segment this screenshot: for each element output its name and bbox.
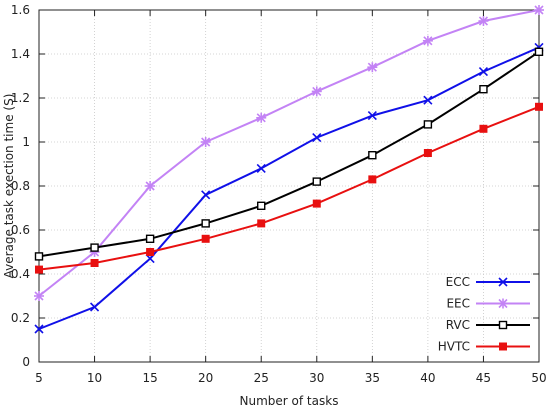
data-point-hvtc xyxy=(423,149,432,157)
y-tick-label: 0 xyxy=(22,355,30,369)
y-tick-label: 1.2 xyxy=(11,91,30,105)
series-line-hvtc xyxy=(38,105,540,271)
data-point-ecc xyxy=(201,190,211,200)
data-point-ecc xyxy=(312,133,322,143)
legend-marker xyxy=(498,277,508,287)
data-point-hvtc xyxy=(479,124,488,133)
data-point-hvtc xyxy=(535,102,543,111)
data-point-eec xyxy=(145,181,156,191)
x-tick-label: 35 xyxy=(365,371,380,385)
series-eec xyxy=(34,5,544,301)
legend-marker xyxy=(498,298,508,309)
data-point-rvc xyxy=(34,252,44,261)
data-point-ecc xyxy=(34,324,44,334)
data-point-eec xyxy=(367,62,378,73)
legend-label: RVC xyxy=(446,318,470,332)
data-point-rvc xyxy=(312,177,321,186)
legend-item-eec: EEC xyxy=(446,297,530,311)
y-tick-label: 1 xyxy=(22,135,30,149)
x-tick-label: 30 xyxy=(309,371,324,385)
data-point-hvtc xyxy=(146,248,155,256)
series-line-ecc xyxy=(38,46,540,330)
legend-marker xyxy=(499,342,507,351)
data-point-eec xyxy=(34,291,44,301)
x-tick-label: 5 xyxy=(35,371,43,385)
x-tick-label: 50 xyxy=(531,371,546,385)
y-tick-label: 0.8 xyxy=(11,179,30,193)
x-tick-label: 20 xyxy=(198,371,213,385)
data-point-ecc xyxy=(478,67,489,77)
data-point-eec xyxy=(200,137,211,147)
data-point-rvc xyxy=(201,219,210,228)
legend-marker xyxy=(498,320,508,330)
y-axis-label: Average task exection time (S) xyxy=(2,94,16,279)
x-tick-label: 10 xyxy=(87,371,102,385)
data-point-ecc xyxy=(367,111,377,121)
legend-label: HVTC xyxy=(438,340,470,354)
series-line-rvc xyxy=(38,50,540,258)
axis-ticks: 0 0.2 0.4 0.6 0.8 1 1.2 1.4 1.6 5 10 15 20 25 30 35 40 45… xyxy=(11,3,547,385)
legend-item-hvtc: HVTC xyxy=(438,340,530,354)
data-point-hvtc xyxy=(368,175,377,184)
data-point-rvc xyxy=(90,243,99,252)
y-tick-label: 0.2 xyxy=(11,311,30,325)
x-tick-label: 25 xyxy=(254,371,269,385)
data-point-hvtc xyxy=(257,219,266,228)
data-point-eec xyxy=(478,16,489,26)
data-point-eec xyxy=(534,5,544,15)
x-tick-label: 15 xyxy=(142,371,157,385)
x-tick-label: 45 xyxy=(476,371,491,385)
data-point-eec xyxy=(256,112,267,123)
legend-label: ECC xyxy=(446,275,470,289)
series-ecc xyxy=(34,42,544,334)
y-tick-label: 1.6 xyxy=(11,3,30,17)
legend-item-rvc: RVC xyxy=(446,318,530,332)
x-tick-label: 40 xyxy=(420,371,435,385)
series-hvtc xyxy=(35,102,543,274)
data-point-rvc xyxy=(257,201,266,211)
data-point-hvtc xyxy=(201,234,210,243)
data-point-eec xyxy=(311,86,322,97)
series-group xyxy=(34,5,544,334)
data-point-rvc xyxy=(479,84,488,94)
data-point-rvc xyxy=(145,234,155,244)
y-tick-label: 0.6 xyxy=(11,223,30,237)
series-line-eec xyxy=(38,9,540,297)
y-tick-label: 0.4 xyxy=(11,267,30,281)
data-point-rvc xyxy=(534,47,544,56)
legend-label: EEC xyxy=(446,297,470,311)
data-point-rvc xyxy=(368,150,377,160)
data-point-ecc xyxy=(89,302,100,312)
data-point-hvtc xyxy=(35,265,43,274)
legend: ECC EEC RVC HVTC xyxy=(438,275,530,354)
data-point-rvc xyxy=(423,120,433,129)
data-point-ecc xyxy=(256,163,266,173)
data-point-ecc xyxy=(423,95,433,105)
legend-item-ecc: ECC xyxy=(446,275,530,289)
data-point-hvtc xyxy=(90,259,99,267)
data-point-eec xyxy=(422,35,433,46)
y-tick-label: 1.4 xyxy=(11,47,30,61)
x-axis-label: Number of tasks xyxy=(240,394,339,408)
series-rvc xyxy=(34,47,544,261)
data-point-hvtc xyxy=(312,199,321,208)
